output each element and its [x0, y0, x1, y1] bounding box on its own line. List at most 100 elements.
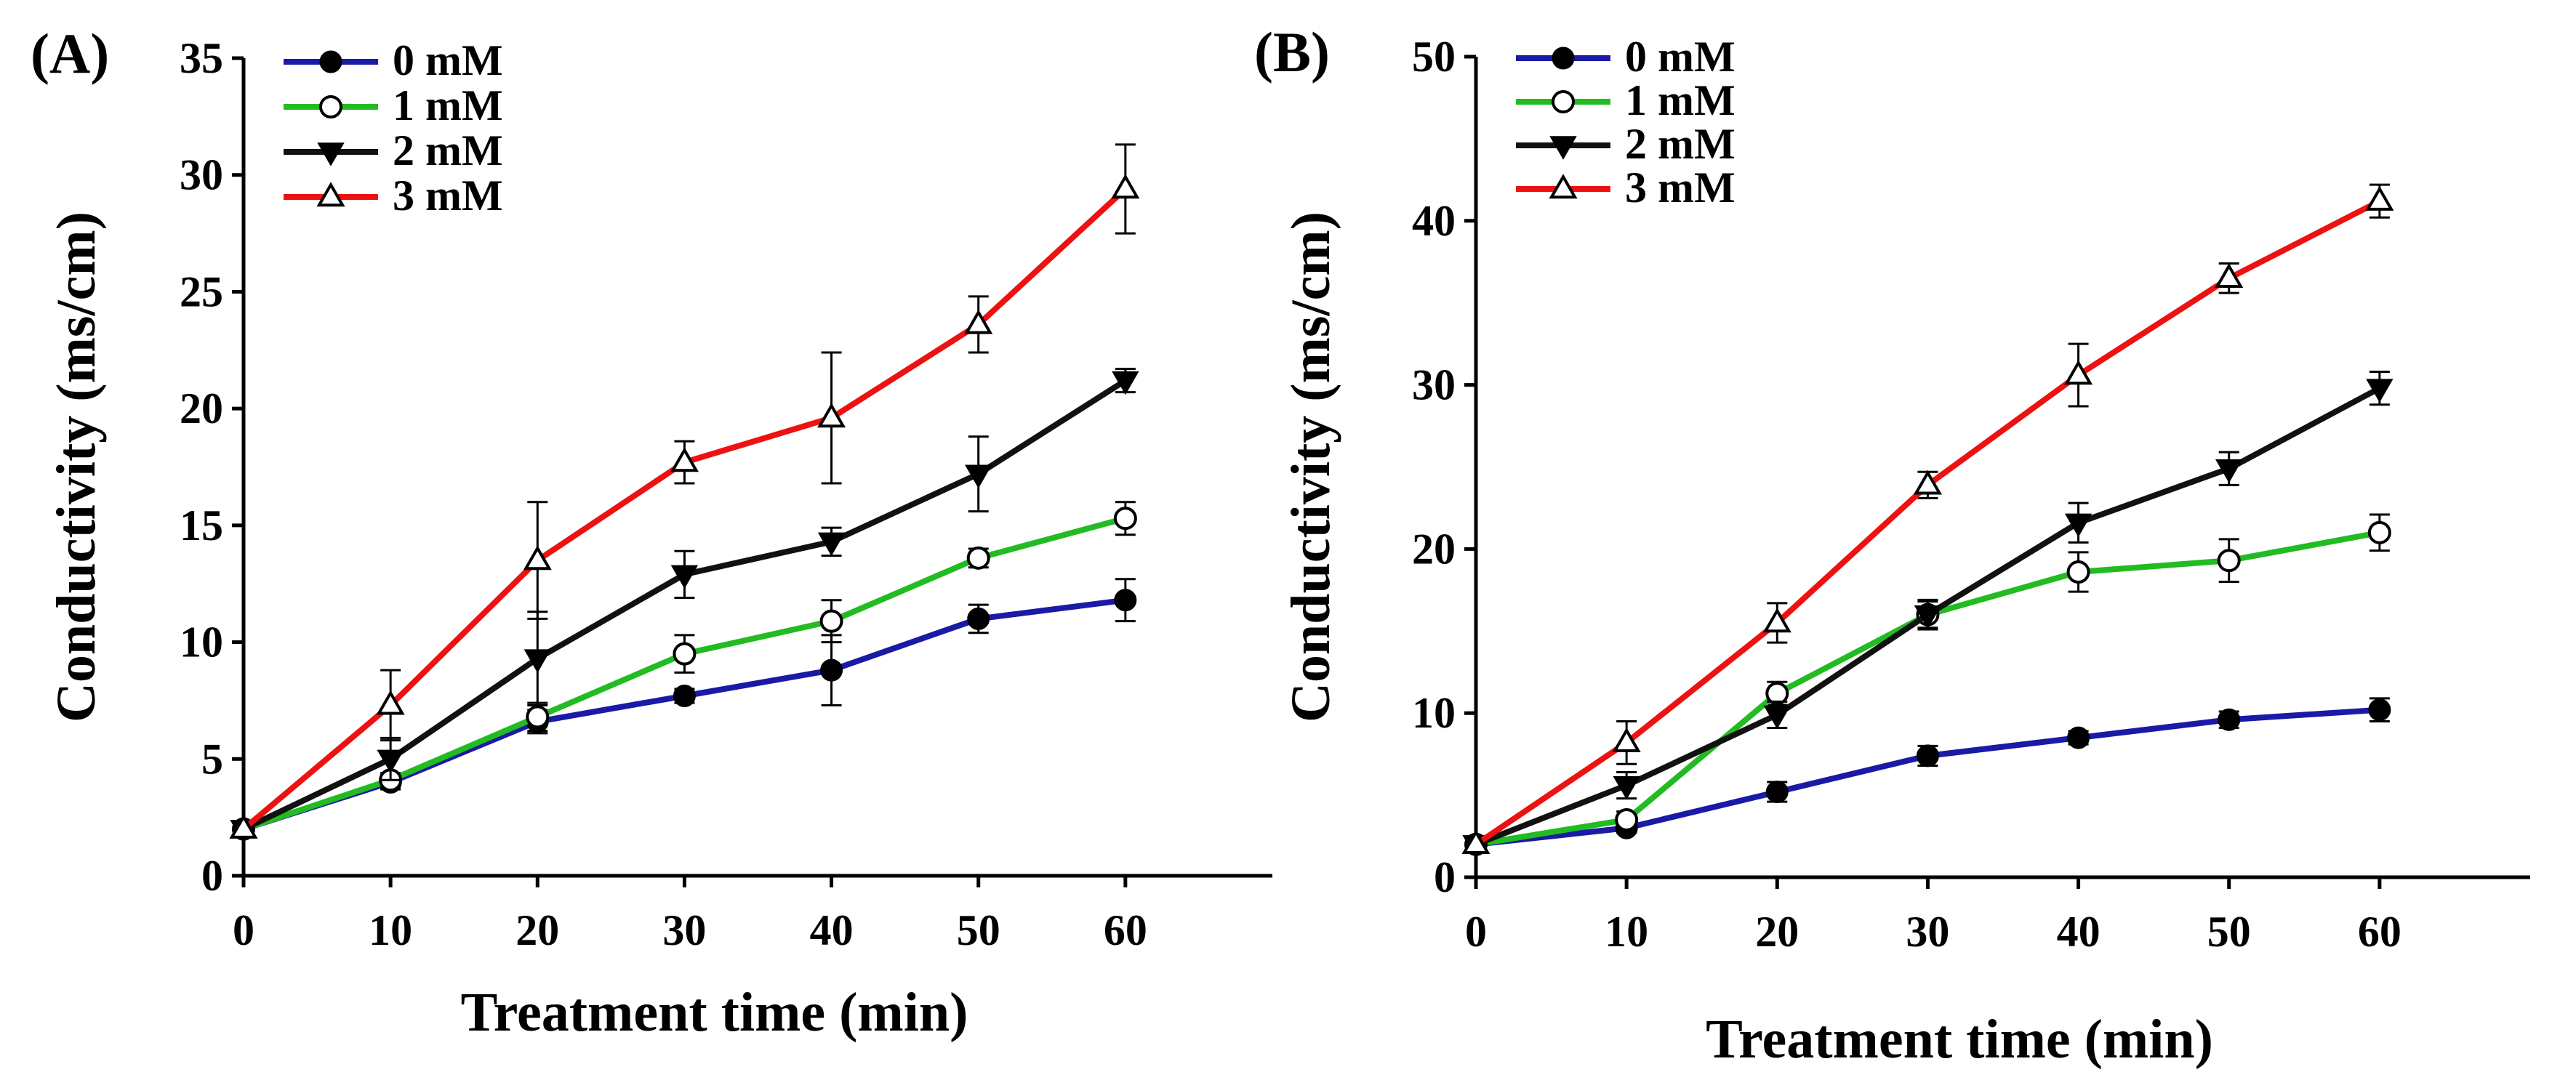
data-point — [1461, 829, 1490, 855]
y-tick-label: 20 — [1412, 525, 1456, 573]
data-point — [670, 565, 699, 589]
y-tick-label: 20 — [180, 384, 223, 432]
series-line — [241, 187, 1128, 831]
data-point — [817, 532, 846, 557]
y-tick-label: 25 — [180, 267, 223, 315]
x-tick-label: 20 — [1755, 908, 1799, 956]
legend-entry: 0 mM — [284, 36, 503, 84]
data-point — [1615, 807, 1639, 831]
data-point — [1916, 744, 1939, 767]
data-point — [817, 403, 846, 428]
legend-label: 1 mM — [1625, 76, 1736, 124]
y-tick-label: 30 — [1412, 361, 1456, 409]
legend-marker — [319, 50, 342, 73]
y-tick-label: 40 — [1412, 197, 1456, 245]
data-point — [673, 685, 696, 707]
legend-label: 1 mM — [393, 81, 503, 129]
data-point — [964, 309, 993, 334]
data-point — [1914, 605, 1942, 629]
x-tick-label: 60 — [2358, 908, 2402, 956]
y-tick-label: 5 — [201, 735, 223, 783]
x-tick-label: 20 — [515, 906, 559, 954]
data-point — [1612, 728, 1641, 753]
x-tick-label: 60 — [1104, 906, 1147, 954]
series-1-mm — [1464, 513, 2391, 856]
data-point — [965, 464, 992, 488]
data-point — [2215, 263, 2244, 289]
data-point — [377, 749, 404, 774]
data-point — [1763, 705, 1791, 730]
legend-marker — [1549, 136, 1577, 160]
data-point — [2365, 185, 2394, 211]
data-point — [2367, 520, 2391, 544]
x-tick-label: 50 — [2207, 908, 2251, 956]
legend-entry: 1 mM — [1516, 76, 1736, 124]
data-point — [967, 607, 990, 630]
y-tick-label: 15 — [180, 501, 223, 549]
legend-entry: 2 mM — [1516, 120, 1736, 168]
x-tick-label: 30 — [662, 906, 706, 954]
chart-panel-a: (A) 0 5 10 15 20 25 30 35 0 10 20 30 40 50 60 Treatment … — [31, 22, 1272, 1043]
x-tick-label: 0 — [233, 906, 254, 954]
data-point — [2067, 726, 2090, 749]
y-tick-label: 10 — [180, 618, 223, 666]
data-point — [2064, 360, 2093, 385]
x-tick-label: 40 — [810, 906, 854, 954]
legend-marker — [316, 182, 345, 207]
data-point — [819, 609, 843, 633]
x-tick-label: 30 — [1906, 908, 1949, 956]
series-0-mm — [1464, 697, 2391, 856]
legend-entry: 3 mM — [284, 172, 503, 219]
legend-label: 2 mM — [393, 126, 503, 174]
y-tick-label: 0 — [201, 852, 223, 900]
y-axis-title: Conductivity (ms/cm) — [1280, 211, 1341, 722]
legend-marker — [319, 95, 342, 118]
data-point — [966, 546, 990, 570]
legend-entry: 3 mM — [1516, 164, 1736, 211]
data-point — [673, 642, 697, 666]
y-tick-label: 30 — [180, 151, 223, 199]
data-point — [2218, 708, 2241, 731]
data-point — [2217, 549, 2241, 573]
data-point — [1762, 608, 1791, 633]
x-axis-title: Treatment time (min) — [1706, 1009, 2213, 1070]
y-tick-label: 10 — [1412, 689, 1456, 737]
legend-marker — [1552, 90, 1575, 113]
data-point — [229, 813, 258, 839]
data-point — [1112, 371, 1139, 395]
data-point — [1613, 775, 1640, 800]
series-3-mm — [229, 143, 1140, 839]
series-2-mm — [230, 368, 1139, 844]
y-axis-title: Conductivity (ms/cm) — [46, 211, 107, 722]
data-point — [670, 447, 699, 472]
x-tick-label: 10 — [369, 906, 412, 954]
chart-panel-b: (B) 0 10 20 30 40 50 0 10 20 30 40 50 60 Treatment tim… — [1254, 20, 2530, 1070]
legend-label: 2 mM — [1625, 120, 1736, 168]
x-tick-label: 10 — [1605, 908, 1648, 956]
series-0-mm — [232, 578, 1137, 841]
legend-label: 0 mM — [1625, 33, 1736, 81]
data-point — [2215, 459, 2243, 483]
series-2-mm — [1462, 371, 2394, 859]
data-point — [1765, 781, 1789, 804]
y-tick-label: 35 — [180, 34, 223, 82]
series-3-mm — [1461, 183, 2394, 855]
y-tick-label: 50 — [1412, 33, 1456, 81]
data-point — [2368, 698, 2391, 722]
data-point — [523, 649, 551, 673]
data-point — [2064, 513, 2093, 538]
x-tick-label: 40 — [2057, 908, 2100, 956]
data-point — [1111, 174, 1140, 199]
panel-label: (A) — [31, 22, 109, 85]
data-point — [1913, 470, 1942, 495]
legend-marker — [1549, 174, 1578, 199]
legend-marker — [1552, 47, 1575, 70]
data-point — [376, 690, 405, 715]
series-line — [1475, 529, 2380, 847]
legend-marker — [317, 142, 345, 166]
x-tick-label: 0 — [1465, 908, 1487, 956]
data-point — [523, 545, 552, 571]
data-point — [2066, 560, 2090, 584]
data-point — [526, 705, 550, 729]
